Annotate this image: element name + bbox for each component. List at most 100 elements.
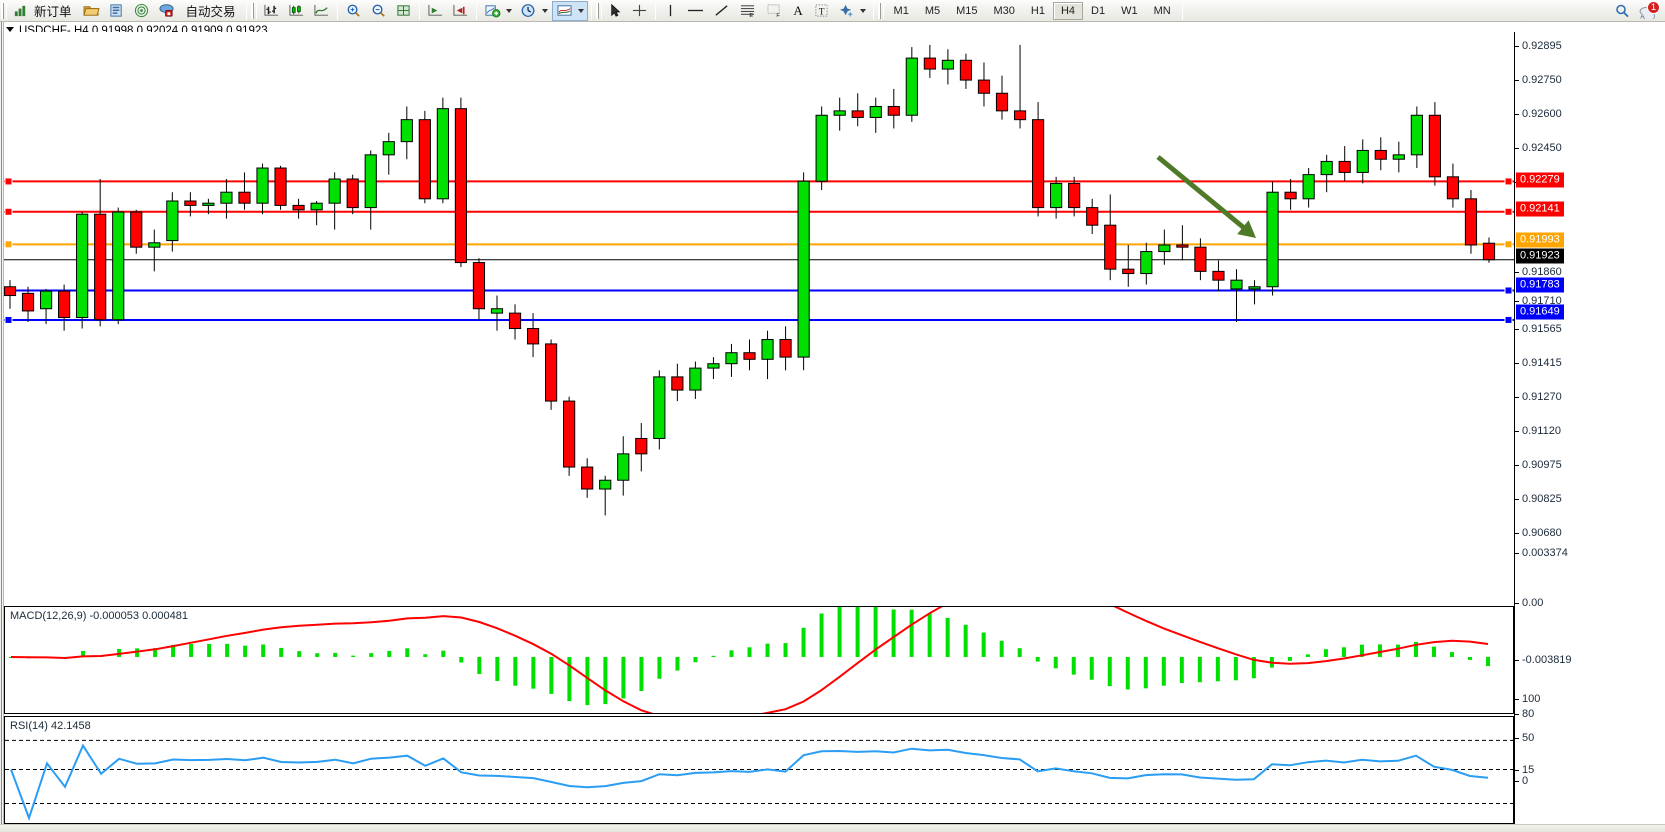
main-toolbar[interactable]: 新订单 (0, 0, 1665, 22)
add-indicator-caret-icon[interactable] (505, 8, 512, 13)
timeframe-d1[interactable]: D1 (1091, 4, 1106, 17)
toolbar-separator-3 (418, 1, 420, 20)
macd-histogram-bar (1071, 656, 1076, 675)
candlestick-chart-button[interactable] (284, 1, 309, 21)
macd-histogram-bar (1053, 656, 1058, 669)
macd-histogram-bar (1341, 647, 1346, 657)
axis-tick (1515, 397, 1519, 398)
shift-start-button[interactable] (423, 1, 448, 21)
zoom-out-icon (372, 4, 385, 17)
grid-button[interactable] (391, 1, 416, 21)
candle (4, 280, 17, 309)
level-line-resistance-1[interactable] (4, 177, 1514, 186)
shapes-caret-icon[interactable] (859, 8, 866, 13)
axis-tick (1515, 431, 1519, 432)
level-line-pivot[interactable] (4, 240, 1514, 249)
fibo-button[interactable]: E (734, 1, 761, 21)
navigator-button[interactable] (154, 1, 179, 21)
macd-pane[interactable]: MACD(12,26,9) -0.000053 0.000481 (4, 606, 1514, 714)
pivot-badge[interactable]: 0.91993 (1516, 232, 1564, 248)
candle (508, 304, 522, 340)
support-2-badge[interactable]: 0.91649 (1516, 304, 1564, 320)
macd-histogram-bar (423, 654, 428, 657)
folder-button[interactable] (79, 1, 104, 21)
period-caret-icon[interactable] (541, 8, 548, 13)
candle (1140, 242, 1153, 285)
bar-chart-button[interactable] (259, 1, 284, 21)
vertical-line-button[interactable] (659, 1, 682, 21)
chart-left-scale-bar[interactable] (0, 22, 4, 832)
new-order-button[interactable]: 新订单 (9, 1, 79, 21)
zoom-in-button[interactable] (341, 1, 366, 21)
macd-histogram-bar (225, 643, 230, 657)
macd-histogram-bar (891, 609, 896, 657)
shift-end-button[interactable] (448, 1, 473, 21)
price-plot-area[interactable] (4, 32, 1514, 570)
templates-button[interactable] (551, 0, 588, 21)
resistance-2-badge[interactable]: 0.92141 (1516, 201, 1564, 217)
candle (1374, 137, 1387, 171)
candle (1158, 229, 1171, 265)
candle (545, 339, 558, 410)
autotrade-button[interactable]: 自动交易 (179, 1, 243, 21)
resistance-1-badge[interactable]: 0.92279 (1516, 172, 1564, 188)
macd-plot-area[interactable] (5, 607, 1513, 713)
price-pane[interactable] (4, 32, 1514, 570)
cursor-button[interactable] (604, 1, 627, 21)
macd-histogram-bar (1359, 644, 1364, 657)
macd-histogram-bar (207, 643, 212, 657)
zoom-out-button[interactable] (366, 1, 391, 21)
add-indicator-icon (485, 5, 500, 18)
support-1-badge[interactable]: 0.91783 (1516, 277, 1564, 293)
text-label-button[interactable]: T (809, 1, 834, 21)
templates-caret-icon[interactable] (577, 8, 584, 13)
macd-histogram-bar (315, 653, 320, 657)
candle (743, 339, 756, 371)
timeframe-m5[interactable]: M5 (924, 4, 941, 17)
timeframe-mn[interactable]: MN (1153, 4, 1171, 17)
line-chart-button[interactable] (309, 1, 334, 21)
timeframe-m15[interactable]: M15 (956, 4, 978, 17)
toolbar-grip-4[interactable] (877, 2, 884, 19)
fibo-fan-button[interactable]: F (761, 1, 788, 21)
rsi-plot-area[interactable] (5, 717, 1513, 823)
timeframe-h4[interactable]: H4 (1052, 1, 1084, 20)
level-line-support-2[interactable] (4, 315, 1514, 324)
horizontal-line-button[interactable] (682, 1, 709, 21)
toolbar-grip-2[interactable] (250, 2, 257, 19)
search-button[interactable] (1610, 1, 1634, 21)
toolbar-grip-1[interactable] (1, 2, 7, 19)
macd-histogram-bar (567, 656, 572, 702)
timeframe-w1[interactable]: W1 (1121, 4, 1138, 17)
collapse-triangle-icon[interactable] (6, 27, 14, 33)
period-button[interactable] (516, 1, 552, 21)
text-button[interactable]: A (788, 1, 809, 21)
level-line-resistance-2[interactable] (4, 207, 1514, 216)
alerts-button[interactable]: 1 (1634, 0, 1660, 21)
chart-window[interactable]: USDCHF-,H4 0.91998 0.92024 0.91909 0.919… (0, 22, 1665, 832)
rsi-pane[interactable]: RSI(14) 42.1458 (4, 716, 1514, 824)
timeframe-m1[interactable]: M1 (893, 4, 909, 17)
add-indicator-button[interactable] (480, 1, 516, 21)
candle (905, 47, 918, 122)
cursor-icon (610, 3, 620, 17)
macd-histogram-bar (297, 651, 302, 657)
timeframe-m30[interactable]: M30 (993, 4, 1015, 17)
toolbar-grip-3[interactable] (595, 2, 602, 19)
crosshair-button[interactable] (627, 1, 652, 21)
bid-price-badge[interactable]: 0.91923 (1516, 248, 1564, 264)
shapes-button[interactable] (834, 1, 870, 21)
rsi-axis-label: 50 (1522, 732, 1535, 744)
candle (1013, 44, 1027, 129)
price-axis[interactable]: 0.928950.927500.926000.924500.923000.918… (1514, 32, 1665, 824)
profiles-button[interactable] (104, 1, 129, 21)
down-trend-arrow[interactable] (1156, 155, 1256, 238)
level-line-support-1[interactable] (4, 286, 1514, 295)
macd-histogram-bar (1323, 649, 1328, 657)
market-watch-button[interactable] (129, 1, 154, 21)
candle (94, 179, 107, 327)
candle (490, 295, 504, 331)
timeframe-h1[interactable]: H1 (1030, 4, 1045, 17)
folder-icon (82, 6, 100, 16)
trendline-button[interactable] (709, 1, 734, 21)
